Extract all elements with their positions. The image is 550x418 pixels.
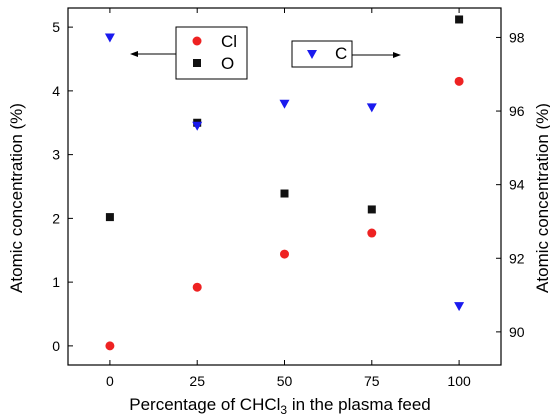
y-left-tick-label: 1 (52, 274, 60, 290)
legend-right: C (291, 40, 401, 68)
y-left-tick-label: 0 (52, 338, 60, 354)
plot-frame (67, 7, 502, 366)
y-right-tick-label: 94 (509, 177, 525, 193)
y-axis-left-label: Atomic concentration (%) (7, 103, 26, 293)
point-cl (192, 282, 202, 292)
point-o (367, 205, 376, 214)
legend-left-arrow-head-icon (130, 51, 138, 57)
y-left-tick-label: 5 (52, 19, 60, 35)
x-axis-label-tail: in the plasma feed (287, 395, 431, 414)
x-tick-label: 0 (106, 373, 114, 389)
point-c (104, 33, 115, 43)
legend-o-label: O (221, 54, 234, 73)
legend-c-marker (307, 50, 317, 59)
legend-cl-label: Cl (221, 32, 237, 51)
y-right-tick-label: 96 (509, 103, 525, 119)
x-axis-label: Percentage of CHCl3 in the plasma feed (129, 395, 431, 417)
y-left-tick-label: 2 (52, 210, 60, 226)
y-axis-right-label: Atomic concentration (%) (533, 103, 550, 293)
legend-left: Cl O (130, 26, 248, 80)
legend-left-box (175, 26, 248, 80)
legend-cl-marker (192, 36, 202, 46)
legend-c-label: C (335, 44, 347, 63)
legend-right-box (291, 40, 353, 68)
point-cl (280, 249, 289, 259)
x-axis-label-main: Percentage of CHCl (129, 395, 280, 414)
point-o (105, 213, 114, 222)
x-tick-label: 100 (447, 373, 471, 389)
x-tick-label: 50 (277, 373, 293, 389)
legend-o-marker (193, 59, 201, 67)
y-left-tick-label: 3 (52, 147, 60, 163)
x-axis-label-subscript: 3 (280, 403, 287, 417)
point-c (366, 103, 377, 113)
y-right-tick-label: 90 (509, 324, 525, 340)
point-o (455, 15, 464, 24)
point-cl (367, 228, 377, 238)
point-cl (105, 341, 115, 351)
x-tick-label: 75 (364, 373, 380, 389)
x-tick-label: 25 (189, 373, 205, 389)
y-right-tick-label: 92 (509, 250, 525, 266)
y-left-tick-label: 4 (52, 83, 60, 99)
point-cl (454, 76, 464, 86)
point-c (192, 121, 203, 131)
point-o (280, 189, 289, 198)
legend-right-arrow-head-icon (393, 52, 401, 58)
point-c (454, 302, 465, 312)
y-right-tick-label: 98 (509, 29, 525, 45)
point-c (279, 99, 290, 109)
